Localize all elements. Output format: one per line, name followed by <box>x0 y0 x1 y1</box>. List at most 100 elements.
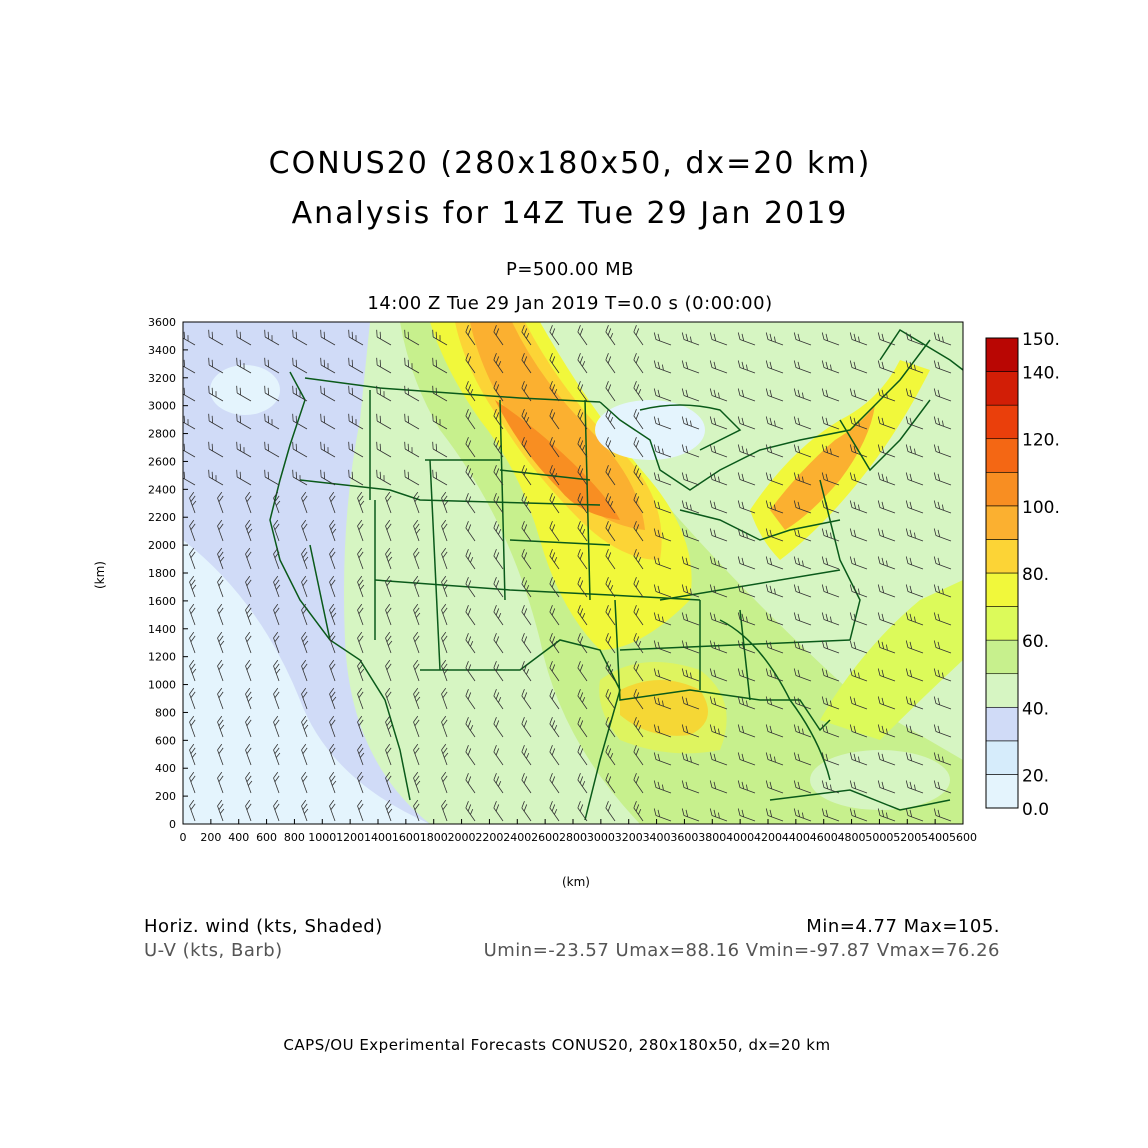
wind-barb <box>821 668 840 682</box>
wind-barb <box>905 584 924 598</box>
wind-barb <box>404 357 420 374</box>
wind-barb <box>605 717 616 738</box>
wind-barb <box>404 469 420 486</box>
wind-barb <box>681 584 700 598</box>
y-axis-ticks: 0 200 400 600 800 1000 1200 1400 1600 1800 2000 220… <box>148 316 188 831</box>
wind-barb <box>413 743 420 766</box>
colorbar-swatch <box>985 606 1019 641</box>
wind-barb <box>737 612 756 626</box>
wind-barb <box>933 696 952 710</box>
wind-barb <box>217 743 224 766</box>
wind-barb <box>236 441 252 458</box>
wind-barb <box>633 661 644 682</box>
wind-barb <box>320 357 336 374</box>
x-tick-label: 5600 <box>949 831 977 844</box>
wind-barb <box>877 724 896 738</box>
wind-barb <box>521 717 532 738</box>
wind-barb <box>549 773 560 794</box>
wind-barb <box>376 441 392 458</box>
wind-barb <box>633 773 644 794</box>
wind-barb <box>709 584 728 598</box>
y-tick-label: 2200 <box>148 511 176 524</box>
colorbar-swatch <box>985 471 1019 507</box>
wind-barb <box>376 413 392 430</box>
wind-barb <box>208 413 224 430</box>
wind-barb <box>605 409 616 430</box>
wind-barb <box>821 416 840 430</box>
wind-barb <box>849 360 868 374</box>
x-tick-label: 3000 <box>587 831 615 844</box>
wind-barb <box>264 441 280 458</box>
wind-barb <box>605 381 616 402</box>
wind-barb <box>849 388 868 402</box>
wind-barb <box>737 332 756 346</box>
wind-barb <box>821 500 840 514</box>
wind-barb <box>549 325 560 346</box>
y-tick-label: 200 <box>155 790 176 803</box>
wind-barb <box>189 491 197 514</box>
wind-barb <box>329 715 336 738</box>
wind-barb <box>681 752 700 766</box>
wind-barb <box>933 500 952 514</box>
pressure-level-label: P=500.00 MB <box>505 259 635 280</box>
wind-barb <box>577 773 588 794</box>
wind-barb <box>320 469 336 486</box>
wind-barb <box>385 575 392 598</box>
wind-barb <box>821 640 840 654</box>
wind-barb <box>493 353 504 374</box>
wind-barb <box>208 385 224 402</box>
wind-barb <box>653 584 672 598</box>
valid-time-label: 14:00 Z Tue 29 Jan 2019 T=0.0 s (0:00:00… <box>367 293 773 314</box>
x-tick-label: 400 <box>228 831 249 844</box>
y-tick-label: 2400 <box>148 483 176 496</box>
wind-barb <box>273 491 281 514</box>
wind-barb <box>385 603 392 626</box>
wind-barb <box>357 687 364 710</box>
wind-barb <box>385 547 393 570</box>
x-tick-label: 3800 <box>698 831 726 844</box>
wind-barb <box>493 661 504 682</box>
wind-barb <box>577 745 588 766</box>
wind-barb <box>709 360 728 374</box>
y-tick-label: 2600 <box>148 455 176 468</box>
wind-barb <box>633 717 644 738</box>
wind-barb <box>273 659 281 682</box>
wind-barb <box>793 808 812 822</box>
wind-barb <box>521 521 532 542</box>
wind-barb <box>793 612 812 626</box>
wind-barb <box>432 441 448 458</box>
wind-barb <box>605 773 616 794</box>
wind-barb <box>933 416 952 430</box>
wind-barb <box>549 437 560 458</box>
wind-barb <box>273 799 280 822</box>
colorbar-swatch <box>985 706 1019 742</box>
wind-barb <box>905 444 924 458</box>
wind-barb <box>264 357 280 374</box>
wind-barb <box>208 329 224 346</box>
wind-barb <box>385 743 392 766</box>
wind-barb <box>217 491 224 514</box>
footer-credit: CAPS/OU Experimental Forecasts CONUS20, … <box>283 1036 831 1054</box>
wind-barb <box>493 689 504 710</box>
wind-barb <box>189 631 196 654</box>
wind-barb <box>320 441 336 458</box>
wind-barb <box>765 360 784 374</box>
wind-barb <box>329 603 337 626</box>
wind-barb <box>821 360 840 374</box>
colorbar-swatch <box>985 371 1019 406</box>
wind-barb <box>404 413 420 430</box>
wind-barb <box>793 752 812 766</box>
wind-barb <box>320 385 336 402</box>
map-title-line2: Analysis for 14Z Tue 29 Jan 2019 <box>291 196 849 231</box>
wind-barb <box>357 631 364 654</box>
wind-barb <box>465 689 476 710</box>
wind-barb <box>521 745 532 766</box>
wind-barb <box>849 668 868 682</box>
wind-barb <box>681 472 700 486</box>
wind-barb <box>737 808 756 822</box>
wind-barb <box>905 388 924 402</box>
wind-barb <box>245 491 252 514</box>
wind-barb <box>905 360 924 374</box>
x-tick-label: 1400 <box>364 831 392 844</box>
wind-barb <box>521 801 532 822</box>
